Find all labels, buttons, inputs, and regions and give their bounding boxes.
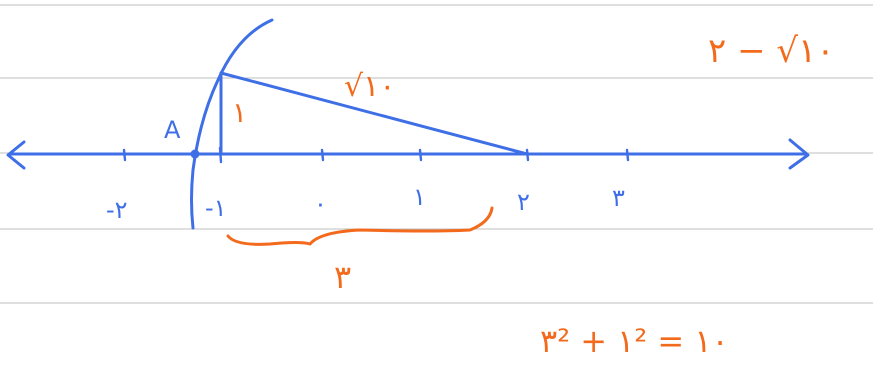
- tick-label-0: ۰: [314, 190, 327, 218]
- tick-label-2: ۲: [517, 188, 530, 216]
- hypotenuse-label: √۱۰: [344, 69, 395, 104]
- left-arrowhead-icon: [6, 140, 26, 170]
- tick-mark: [122, 148, 127, 162]
- hypotenuse: [219, 71, 529, 156]
- compass-arc: [190, 18, 274, 230]
- result-expression: ۲ − √۱۰: [708, 31, 835, 71]
- pythagorean-equation: ۳² + ۱² = ۱۰: [540, 322, 729, 360]
- tick-mark: [418, 148, 423, 162]
- tick-label-3: ۳: [612, 184, 625, 212]
- brace-label: ۳: [334, 258, 351, 296]
- right-triangle: [219, 71, 529, 156]
- tick-label-neg1: -۱: [205, 194, 227, 222]
- number-line: [6, 138, 810, 170]
- tick-label-neg2: -۲: [106, 196, 128, 224]
- tick-labels: -۲ -۱ ۰ ۱ ۲ ۳: [106, 183, 625, 224]
- vertical-leg-label: ۱: [232, 96, 247, 129]
- point-a-label: A: [164, 116, 181, 144]
- right-arrowhead-icon: [788, 138, 810, 170]
- brace-icon: [226, 206, 494, 246]
- tick-mark: [320, 148, 325, 162]
- tick-label-1: ۱: [413, 183, 426, 211]
- tick-mark: [625, 148, 630, 162]
- point-a-marker: [190, 149, 200, 159]
